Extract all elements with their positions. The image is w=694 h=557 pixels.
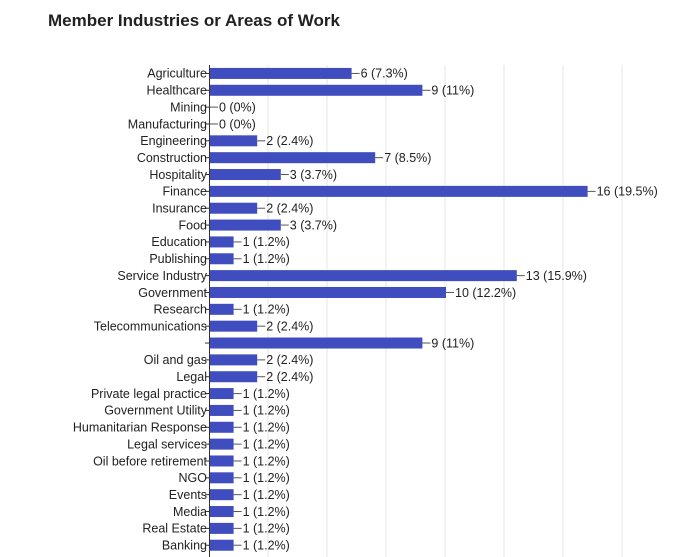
bar (210, 455, 234, 467)
bar (210, 506, 234, 518)
bar (210, 303, 234, 315)
data-label: 16 (19.5%) (597, 185, 658, 199)
category-label: Healthcare (147, 84, 207, 98)
data-label: 1 (1.2%) (243, 421, 290, 435)
category-label: Hospitality (149, 168, 207, 182)
bar (210, 236, 234, 248)
bar (210, 337, 423, 349)
category-label: Finance (163, 185, 208, 199)
data-label: 1 (1.2%) (243, 437, 290, 451)
data-label: 3 (3.7%) (290, 218, 337, 232)
data-label: 1 (1.2%) (243, 404, 290, 418)
data-label: 9 (11%) (431, 84, 474, 98)
category-label: Insurance (152, 202, 207, 216)
bars (210, 67, 588, 551)
category-label: Government Utility (104, 404, 208, 418)
bar (210, 388, 234, 400)
data-label: 3 (3.7%) (290, 168, 337, 182)
bar (210, 185, 588, 197)
bar (210, 421, 234, 433)
bar (210, 286, 446, 298)
data-label: 7 (8.5%) (384, 151, 431, 165)
bar (210, 67, 352, 79)
bar (210, 169, 281, 181)
data-label: 2 (2.4%) (266, 319, 313, 333)
category-label: Real Estate (142, 522, 207, 536)
category-label: Food (179, 218, 208, 232)
category-label: Service Industry (117, 269, 207, 283)
bar (210, 472, 234, 484)
bar (210, 522, 234, 534)
category-label: Manufacturing (128, 117, 207, 131)
bar (210, 84, 423, 96)
category-label: Construction (137, 151, 207, 165)
data-label: 2 (2.4%) (266, 353, 313, 367)
category-label: Banking (162, 539, 207, 553)
data-label: 1 (1.2%) (243, 252, 290, 266)
data-label: 1 (1.2%) (243, 505, 290, 519)
bar (210, 438, 234, 450)
data-label: 1 (1.2%) (243, 387, 290, 401)
category-label: Private legal practice (91, 387, 207, 401)
data-label: 2 (2.4%) (266, 202, 313, 216)
data-label: 2 (2.4%) (266, 370, 313, 384)
data-label: 13 (15.9%) (526, 269, 587, 283)
bar (210, 219, 281, 231)
category-label: Oil and gas (144, 353, 207, 367)
category-label: Oil before retirement (93, 454, 207, 468)
category-label: Legal (176, 370, 207, 384)
data-label: 2 (2.4%) (266, 134, 313, 148)
data-label: 1 (1.2%) (243, 471, 290, 485)
labels: 6 (7.3%) Agriculture 9 (11%) Healthcare 0 (0… (73, 67, 658, 553)
bar (210, 270, 517, 282)
category-label: Events (169, 488, 207, 502)
category-label: Telecommunications (94, 319, 207, 333)
bar (210, 253, 234, 265)
data-label: 6 (7.3%) (361, 67, 408, 81)
bar (210, 539, 234, 551)
category-label: Government (138, 286, 207, 300)
category-label: Agriculture (147, 67, 207, 81)
bar (210, 489, 234, 501)
data-label: 0 (0%) (219, 100, 256, 114)
category-label: Publishing (149, 252, 207, 266)
data-label: 0 (0%) (219, 117, 256, 131)
data-label: 1 (1.2%) (243, 303, 290, 317)
category-label: Engineering (140, 134, 207, 148)
data-label: 1 (1.2%) (243, 454, 290, 468)
bar (210, 354, 258, 366)
category-label: Legal services (127, 437, 207, 451)
bar (210, 202, 258, 214)
data-label: 10 (12.2%) (455, 286, 516, 300)
bar (210, 404, 234, 416)
category-label: NGO (179, 471, 208, 485)
data-label: 9 (11%) (431, 336, 474, 350)
category-label: Mining (170, 100, 207, 114)
grid-lines (205, 65, 623, 557)
bar (210, 135, 258, 147)
data-label: 1 (1.2%) (243, 522, 290, 536)
data-label: 1 (1.2%) (243, 539, 290, 553)
category-label: Humanitarian Response (73, 421, 207, 435)
category-label: Media (173, 505, 207, 519)
data-label: 1 (1.2%) (243, 488, 290, 502)
bar (210, 371, 258, 383)
data-label: 1 (1.2%) (243, 235, 290, 249)
bar (210, 320, 258, 332)
category-label: Education (151, 235, 207, 249)
bar (210, 152, 376, 164)
chart-title: Member Industries or Areas of Work (48, 11, 340, 30)
category-label: Research (154, 303, 208, 317)
